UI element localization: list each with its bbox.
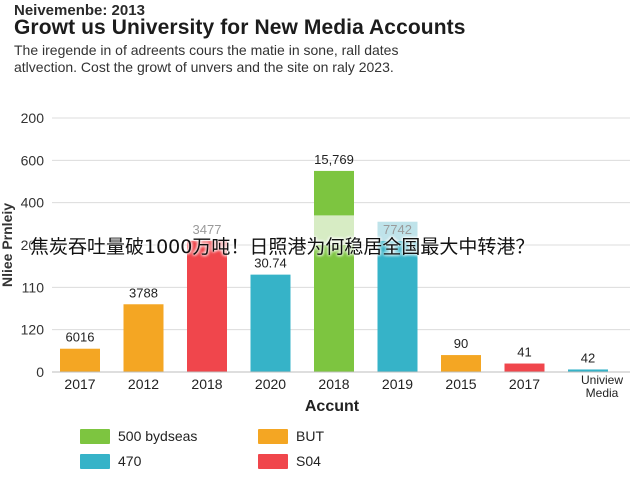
- bar-highlight-band: [314, 215, 354, 245]
- legend-swatch: [80, 453, 110, 469]
- legend-item: S04: [258, 453, 321, 469]
- subtitle-line: The iregende in of adreents cours the ma…: [14, 42, 399, 58]
- chart-kicker: Neivemenbe: 2013: [14, 2, 145, 19]
- x-tick-label: 2015: [445, 376, 476, 392]
- bar-highlight-band: [377, 221, 418, 241]
- chart-subtitle: The iregende in of adreents cours the ma…: [14, 42, 614, 76]
- y-tick-label: 110: [22, 279, 45, 295]
- bar: [250, 274, 291, 372]
- x-tick-label: Uniview Media: [581, 373, 623, 400]
- legend-label: 500 bydseas: [118, 428, 198, 444]
- y-tick-label: 120: [21, 322, 45, 338]
- chart-title: Growt us University for New Media Accoun…: [14, 16, 466, 39]
- y-tick-label: 200: [21, 237, 45, 253]
- x-tick-label: 2017: [509, 376, 540, 392]
- legend-swatch: [258, 453, 288, 469]
- y-tick-label: 200: [21, 110, 45, 126]
- x-tick-label: 2020: [255, 376, 286, 392]
- data-label: 3788: [129, 285, 158, 300]
- x-tick-label: 2012: [128, 376, 159, 392]
- bar: [568, 369, 608, 372]
- bar: [123, 304, 164, 372]
- legend-item: 500 bydseas: [80, 428, 197, 444]
- data-label: 6016: [66, 330, 95, 345]
- subtitle-line: atlvection. Cost the growt of unvers and…: [14, 59, 394, 75]
- legend-label: BUT: [296, 428, 324, 444]
- bar: [314, 170, 354, 372]
- bar: [60, 348, 100, 372]
- data-label: 7742: [383, 222, 412, 237]
- x-tick-label: 2018: [318, 376, 349, 392]
- bar: [441, 355, 481, 372]
- bar: [377, 240, 418, 372]
- data-label: 30.74: [254, 256, 287, 271]
- data-label: 3477: [193, 222, 222, 237]
- overlay-caption: 焦炭吞吐量破1000万吨！日照港为何稳居全国最大中转港？: [30, 236, 535, 258]
- data-label: 15,769: [314, 152, 354, 167]
- legend-label: S04: [296, 453, 321, 469]
- legend-item: 470: [80, 453, 141, 469]
- data-label: 42: [581, 350, 595, 365]
- y-axis-label: Nliee Prnleiy: [0, 203, 15, 287]
- x-tick-label: 2018: [191, 376, 222, 392]
- legend-label: 470: [118, 453, 142, 469]
- data-label: 90: [454, 336, 468, 351]
- legend-swatch: [258, 428, 288, 444]
- legend-swatch: [80, 428, 110, 444]
- x-tick-label: 2017: [64, 376, 95, 392]
- x-axis-label: Accunt: [305, 398, 360, 415]
- data-label: 41: [517, 345, 531, 360]
- y-tick-label: 0: [36, 364, 44, 380]
- bar: [504, 363, 545, 372]
- bar: [187, 240, 227, 372]
- legend-item: BUT: [258, 428, 324, 444]
- y-tick-label: 600: [21, 152, 45, 168]
- x-tick-label: 2019: [382, 376, 413, 392]
- y-tick-label: 400: [21, 195, 45, 211]
